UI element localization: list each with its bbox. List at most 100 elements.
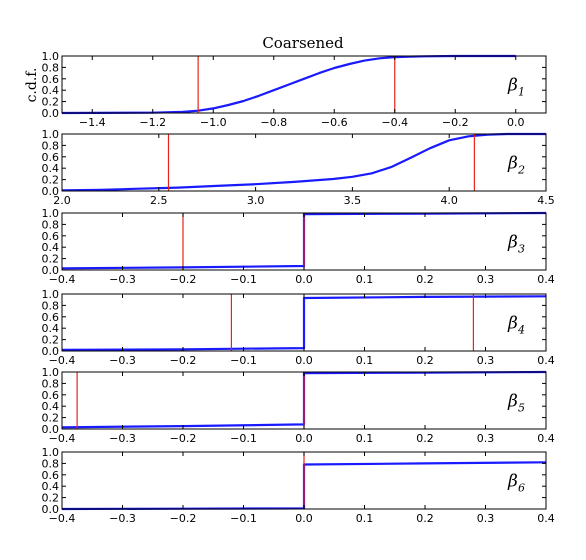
x-tick-label: 0.3 [477, 354, 495, 367]
y-tick-label: 0.2 [42, 334, 60, 347]
x-tick-label: 0.4 [537, 432, 555, 445]
axes-frame [61, 133, 547, 192]
y-tick-label: 0.2 [42, 96, 60, 109]
panel-label: β [507, 76, 518, 96]
y-tick-label: 0.6 [42, 230, 60, 243]
y-tick-label: 1.0 [42, 128, 60, 141]
x-tick-label: −0.4 [49, 273, 76, 286]
y-tick-label: 0.4 [42, 241, 60, 254]
x-tick-label: −0.2 [170, 432, 197, 445]
panel-label-subscript: 4 [517, 324, 525, 337]
chart-title: Coarsened [262, 34, 344, 52]
y-tick-label: 0.4 [42, 400, 60, 413]
panel-label-subscript: 5 [518, 402, 525, 415]
x-tick-label: 0.0 [295, 354, 313, 367]
panel-label-subscript: 6 [518, 482, 525, 495]
x-tick-label: −0.2 [170, 354, 197, 367]
panel-4: 0.00.20.40.60.81.0−0.4 −0.3 −0.2 −0.1 0.0 0.1… [42, 288, 555, 367]
x-tick-label: −0.1 [230, 432, 257, 445]
panel-6: 0.00.20.40.60.81.0−0.4 −0.3 −0.2 −0.1 0.0 0.1… [42, 446, 555, 525]
y-tick-label: 0.0 [42, 345, 60, 358]
x-tick-label: −1.2 [139, 116, 166, 129]
x-tick-label: 0.1 [356, 512, 374, 525]
y-tick-label: 1.0 [42, 366, 60, 379]
x-tick-label: −0.1 [230, 354, 257, 367]
y-tick-label: 0.8 [42, 299, 60, 312]
panel-label: β [507, 314, 518, 334]
x-tick-label: 0.0 [295, 512, 313, 525]
x-tick-label: 0.1 [356, 432, 374, 445]
x-tick-label: −0.2 [442, 116, 469, 129]
cdf-line [61, 295, 547, 351]
panel-label: β [507, 392, 518, 412]
y-tick-label: 0.0 [42, 503, 60, 516]
x-tick-label: 0.0 [295, 432, 313, 445]
y-tick-label: 1.0 [42, 446, 60, 459]
y-tick-label: 0.4 [42, 162, 60, 175]
x-tick-label: −0.4 [49, 354, 76, 367]
x-tick-label: 2.5 [150, 194, 168, 207]
y-axis-label: c.d.f. [24, 68, 40, 103]
x-tick-label: 3.0 [247, 194, 265, 207]
x-tick-label: −0.3 [109, 273, 136, 286]
panel-label: β [507, 233, 518, 253]
y-tick-label: 0.6 [42, 151, 60, 164]
y-tick-label: 1.0 [42, 207, 60, 220]
x-tick-label: 0.2 [416, 273, 434, 286]
x-tick-label: 0.1 [356, 273, 374, 286]
x-tick-label: −0.4 [381, 116, 408, 129]
x-tick-label: 0.0 [295, 273, 313, 286]
y-tick-label: 0.0 [42, 107, 60, 120]
panel-label: β [507, 154, 518, 174]
x-tick-label: 0.4 [537, 354, 555, 367]
x-tick-label: −1.0 [200, 116, 227, 129]
panel-label: β [507, 472, 518, 492]
x-tick-label: 3.5 [344, 194, 362, 207]
panel-3: 0.0 0.2 0.40.60.81.0 −0.4 −0.3 −0.2 −0.1 0.0 0.1… [42, 207, 555, 286]
axes-frame [61, 55, 547, 114]
cdf-line [61, 54, 516, 115]
x-tick-label: 0.3 [477, 432, 495, 445]
x-tick-label: −0.3 [109, 432, 136, 445]
panel-5: 0.00.20.40.60.81.0−0.4 −0.3 −0.2 −0.1 0.0 0.1… [42, 366, 555, 445]
y-tick-label: 0.6 [42, 389, 60, 402]
y-tick-label: 0.8 [42, 377, 60, 390]
x-tick-label: −0.4 [49, 512, 76, 525]
y-tick-label: 0.4 [42, 480, 60, 493]
y-tick-label: 0.8 [42, 139, 60, 152]
y-tick-label: 0.8 [42, 218, 60, 231]
x-tick-label: 0.2 [416, 432, 434, 445]
y-tick-label: 0.2 [42, 174, 60, 187]
x-tick-label: −0.3 [109, 512, 136, 525]
x-tick-label: −1.4 [79, 116, 106, 129]
y-tick-label: 0.0 [42, 423, 60, 436]
x-tick-label: −0.2 [170, 273, 197, 286]
x-tick-label: 4.0 [440, 194, 458, 207]
y-tick-label: 0.6 [42, 73, 60, 86]
x-tick-label: 2.0 [53, 194, 71, 207]
y-tick-label: 0.6 [42, 469, 60, 482]
x-tick-label: −0.1 [230, 273, 257, 286]
panel-2: 0.00.20.40.60.81.0 2.0 2.5 3.0 3.5 4.0 4.5 β 2 [42, 128, 555, 207]
x-tick-label: −0.1 [230, 512, 257, 525]
y-tick-label: 0.0 [42, 185, 60, 198]
y-tick-label: 0.0 [42, 264, 60, 277]
x-tick-label: 0.2 [416, 354, 434, 367]
x-tick-label: 0.0 [507, 116, 525, 129]
x-tick-label: −0.8 [260, 116, 287, 129]
x-tick-label: −0.4 [49, 432, 76, 445]
y-tick-label: 0.4 [42, 322, 60, 335]
x-tick-label: 0.1 [356, 354, 374, 367]
y-tick-label: 1.0 [42, 50, 60, 63]
x-tick-label: −0.2 [170, 512, 197, 525]
x-tick-label: 0.4 [537, 512, 555, 525]
y-tick-label: 0.8 [42, 61, 60, 74]
x-tick-label: 0.3 [477, 273, 495, 286]
y-tick-label: 0.4 [42, 84, 60, 97]
y-tick-label: 0.8 [42, 457, 60, 470]
y-tick-label: 1.0 [42, 288, 60, 301]
x-tick-label: −0.6 [321, 116, 348, 129]
panel-label-subscript: 3 [518, 243, 525, 256]
